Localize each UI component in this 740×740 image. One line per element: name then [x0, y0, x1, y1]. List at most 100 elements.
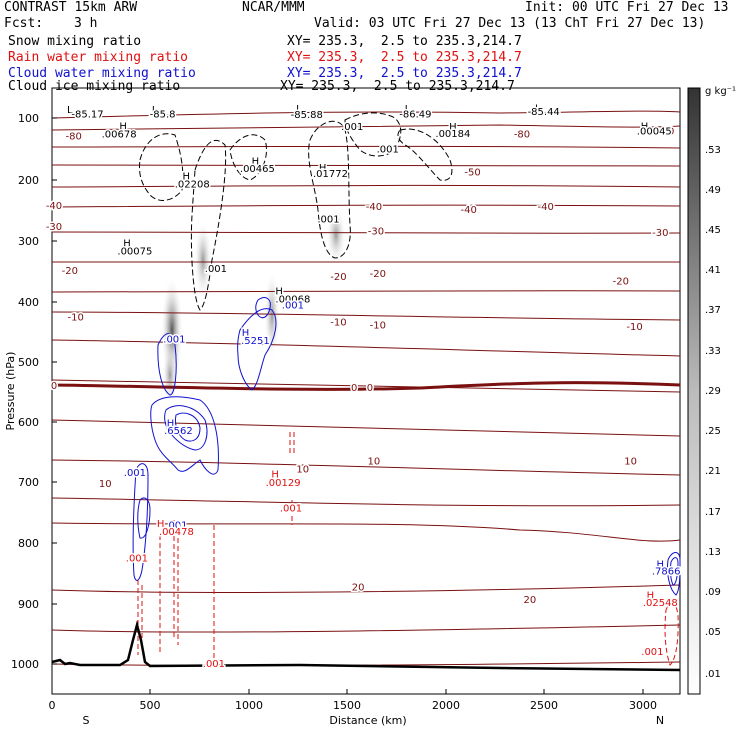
cloud-ice-label: .01772: [313, 169, 348, 180]
cloud-ice-label: H: [449, 122, 457, 133]
x-tick: 2000: [432, 699, 460, 712]
rain-label: .00478: [159, 527, 194, 538]
cloud-ice-label: L: [152, 105, 158, 116]
field-name-cloud-water: Cloud water mixing ratio: [8, 66, 196, 81]
cloud-ice-label: L: [405, 104, 411, 115]
forecast-label: Fcst:: [4, 16, 44, 31]
cb-tick: .09: [705, 587, 721, 598]
isotherm-label: -20: [330, 272, 346, 283]
temperature-labels: -80 -80 -80 -50 -40 -40 -40 -40 -30 -30 -30 -20 -20 -…: [44, 125, 676, 608]
cb-tick: .45: [705, 225, 721, 236]
cloud-ice-label: H: [319, 163, 327, 174]
cloud-ice-shading: [161, 205, 346, 405]
cb-tick: .17: [705, 507, 721, 518]
cloud-ice-label: -85.88: [291, 110, 323, 121]
cb-tick: .37: [705, 305, 721, 316]
cloud-ice-label: H: [275, 286, 283, 297]
field-xy-cloud-water: XY= 235.3, 2.5 to 235.3,214.7: [287, 66, 522, 81]
cloud-ice-label: .001: [205, 264, 227, 275]
cb-tick: .21: [705, 466, 721, 477]
isotherm-label: -40: [366, 202, 382, 213]
x-tick: 2500: [530, 699, 558, 712]
y-tick: 300: [18, 235, 39, 248]
cloud-ice-label: -86.49: [399, 110, 431, 121]
y-tick: 1000: [11, 658, 39, 671]
isotherm-label: 20: [524, 595, 537, 606]
institution: NCAR/MMM: [242, 0, 305, 15]
cloud-water-label: .001: [165, 520, 187, 531]
cloud-ice-label: H: [119, 122, 127, 133]
y-tick: 200: [18, 174, 39, 187]
rain-label: .02548: [643, 598, 678, 609]
rain-label: .00129: [266, 478, 301, 489]
y-tick: 100: [18, 112, 39, 125]
cloud-ice-label: -85.8: [150, 110, 176, 121]
cb-tick: .33: [705, 346, 721, 357]
isotherm-label: -20: [370, 269, 386, 280]
isotherm-label: 0: [351, 383, 357, 394]
isotherm-label: 10: [296, 465, 309, 476]
cloud-ice-label: .02208: [175, 180, 210, 191]
model-title: CONTRAST 15km ARW: [4, 0, 138, 15]
isotherm-label: -40: [538, 202, 554, 213]
cloud-ice-label: .00465: [240, 164, 275, 175]
valid-time: Valid: 03 UTC Fri 27 Dec 13 (13 ChT Fri …: [314, 16, 706, 31]
cloud-ice-label: .001: [377, 145, 399, 156]
cloud-water-contours: [132, 297, 681, 596]
y-tick: 600: [18, 416, 39, 429]
cloud-ice-label: H: [641, 122, 649, 133]
cloud-ice-label: H: [123, 239, 131, 250]
rain-label: H: [271, 469, 279, 480]
north-label: N: [656, 714, 664, 727]
isotherm-label: 0: [367, 383, 373, 394]
south-label: S: [83, 714, 90, 727]
cb-tick: .53: [705, 145, 721, 156]
cloud-ice-label: L: [67, 105, 73, 116]
isotherm-label: 20: [352, 583, 365, 594]
y-tick-labels: 100 200 300 400 500 600 700 800 900 1000: [11, 112, 39, 671]
cloud-water-label: .6562: [164, 426, 193, 437]
isotherm-label: -80: [514, 129, 530, 140]
x-tick: 500: [140, 699, 161, 712]
cb-tick: .13: [705, 547, 721, 558]
isotherm-label: -80: [66, 131, 82, 142]
y-tick: 400: [18, 296, 39, 309]
cloud-ice-label: L: [535, 103, 541, 114]
y-tick: 700: [18, 476, 39, 489]
field-xy-rain: XY= 235.3, 2.5 to 235.3,214.7: [287, 50, 522, 65]
colorbar-unit: g kg⁻¹: [705, 86, 736, 97]
rain-label: .001: [203, 659, 225, 670]
field-name-rain: Rain water mixing ratio: [8, 50, 189, 65]
cloud-water-label: H: [657, 560, 665, 571]
plot-frame: [51, 87, 681, 695]
cloud-ice-label: H: [183, 171, 191, 182]
cloud-ice-label: -85.17: [71, 110, 103, 121]
field-name-cloud-ice: Cloud ice mixing ratio: [8, 79, 181, 94]
x-tick: 1000: [235, 699, 263, 712]
y-tick: 500: [18, 356, 39, 369]
isotherm-label: 10: [99, 479, 112, 490]
cloud-water-label: .001: [282, 300, 304, 311]
rain-label: H: [647, 591, 655, 602]
cb-tick: .01: [705, 669, 721, 680]
rain-label: .001: [126, 554, 148, 565]
isotherm-label: 10: [624, 457, 637, 468]
cloud-ice-label: L: [296, 104, 302, 115]
isotherms: [51, 110, 681, 666]
cloud-ice-labels: L-85.17 L-85.8 L-85.88L-86.49L-85.44H.0067…: [66, 102, 674, 307]
rain-label: .001: [641, 647, 663, 658]
axis-ticks: [51, 117, 644, 694]
isotherm-label: -10: [370, 320, 386, 331]
cloud-ice-label: .001: [317, 214, 339, 225]
field-xy-snow: XY= 235.3, 2.5 to 235.3,214.7: [287, 34, 522, 49]
colorbar-ticks: .53 .49 .45 .41 .37 .33 .29 .25 .21 .17 …: [705, 145, 721, 680]
isotherm-label: -10: [626, 322, 642, 333]
forecast-hour: 3 h: [74, 16, 98, 31]
cloud-water-label: .5251: [241, 336, 270, 347]
x-tick: 0: [49, 699, 56, 712]
cloud-water-label: H: [167, 419, 175, 430]
isotherm-label: -20: [62, 266, 78, 277]
